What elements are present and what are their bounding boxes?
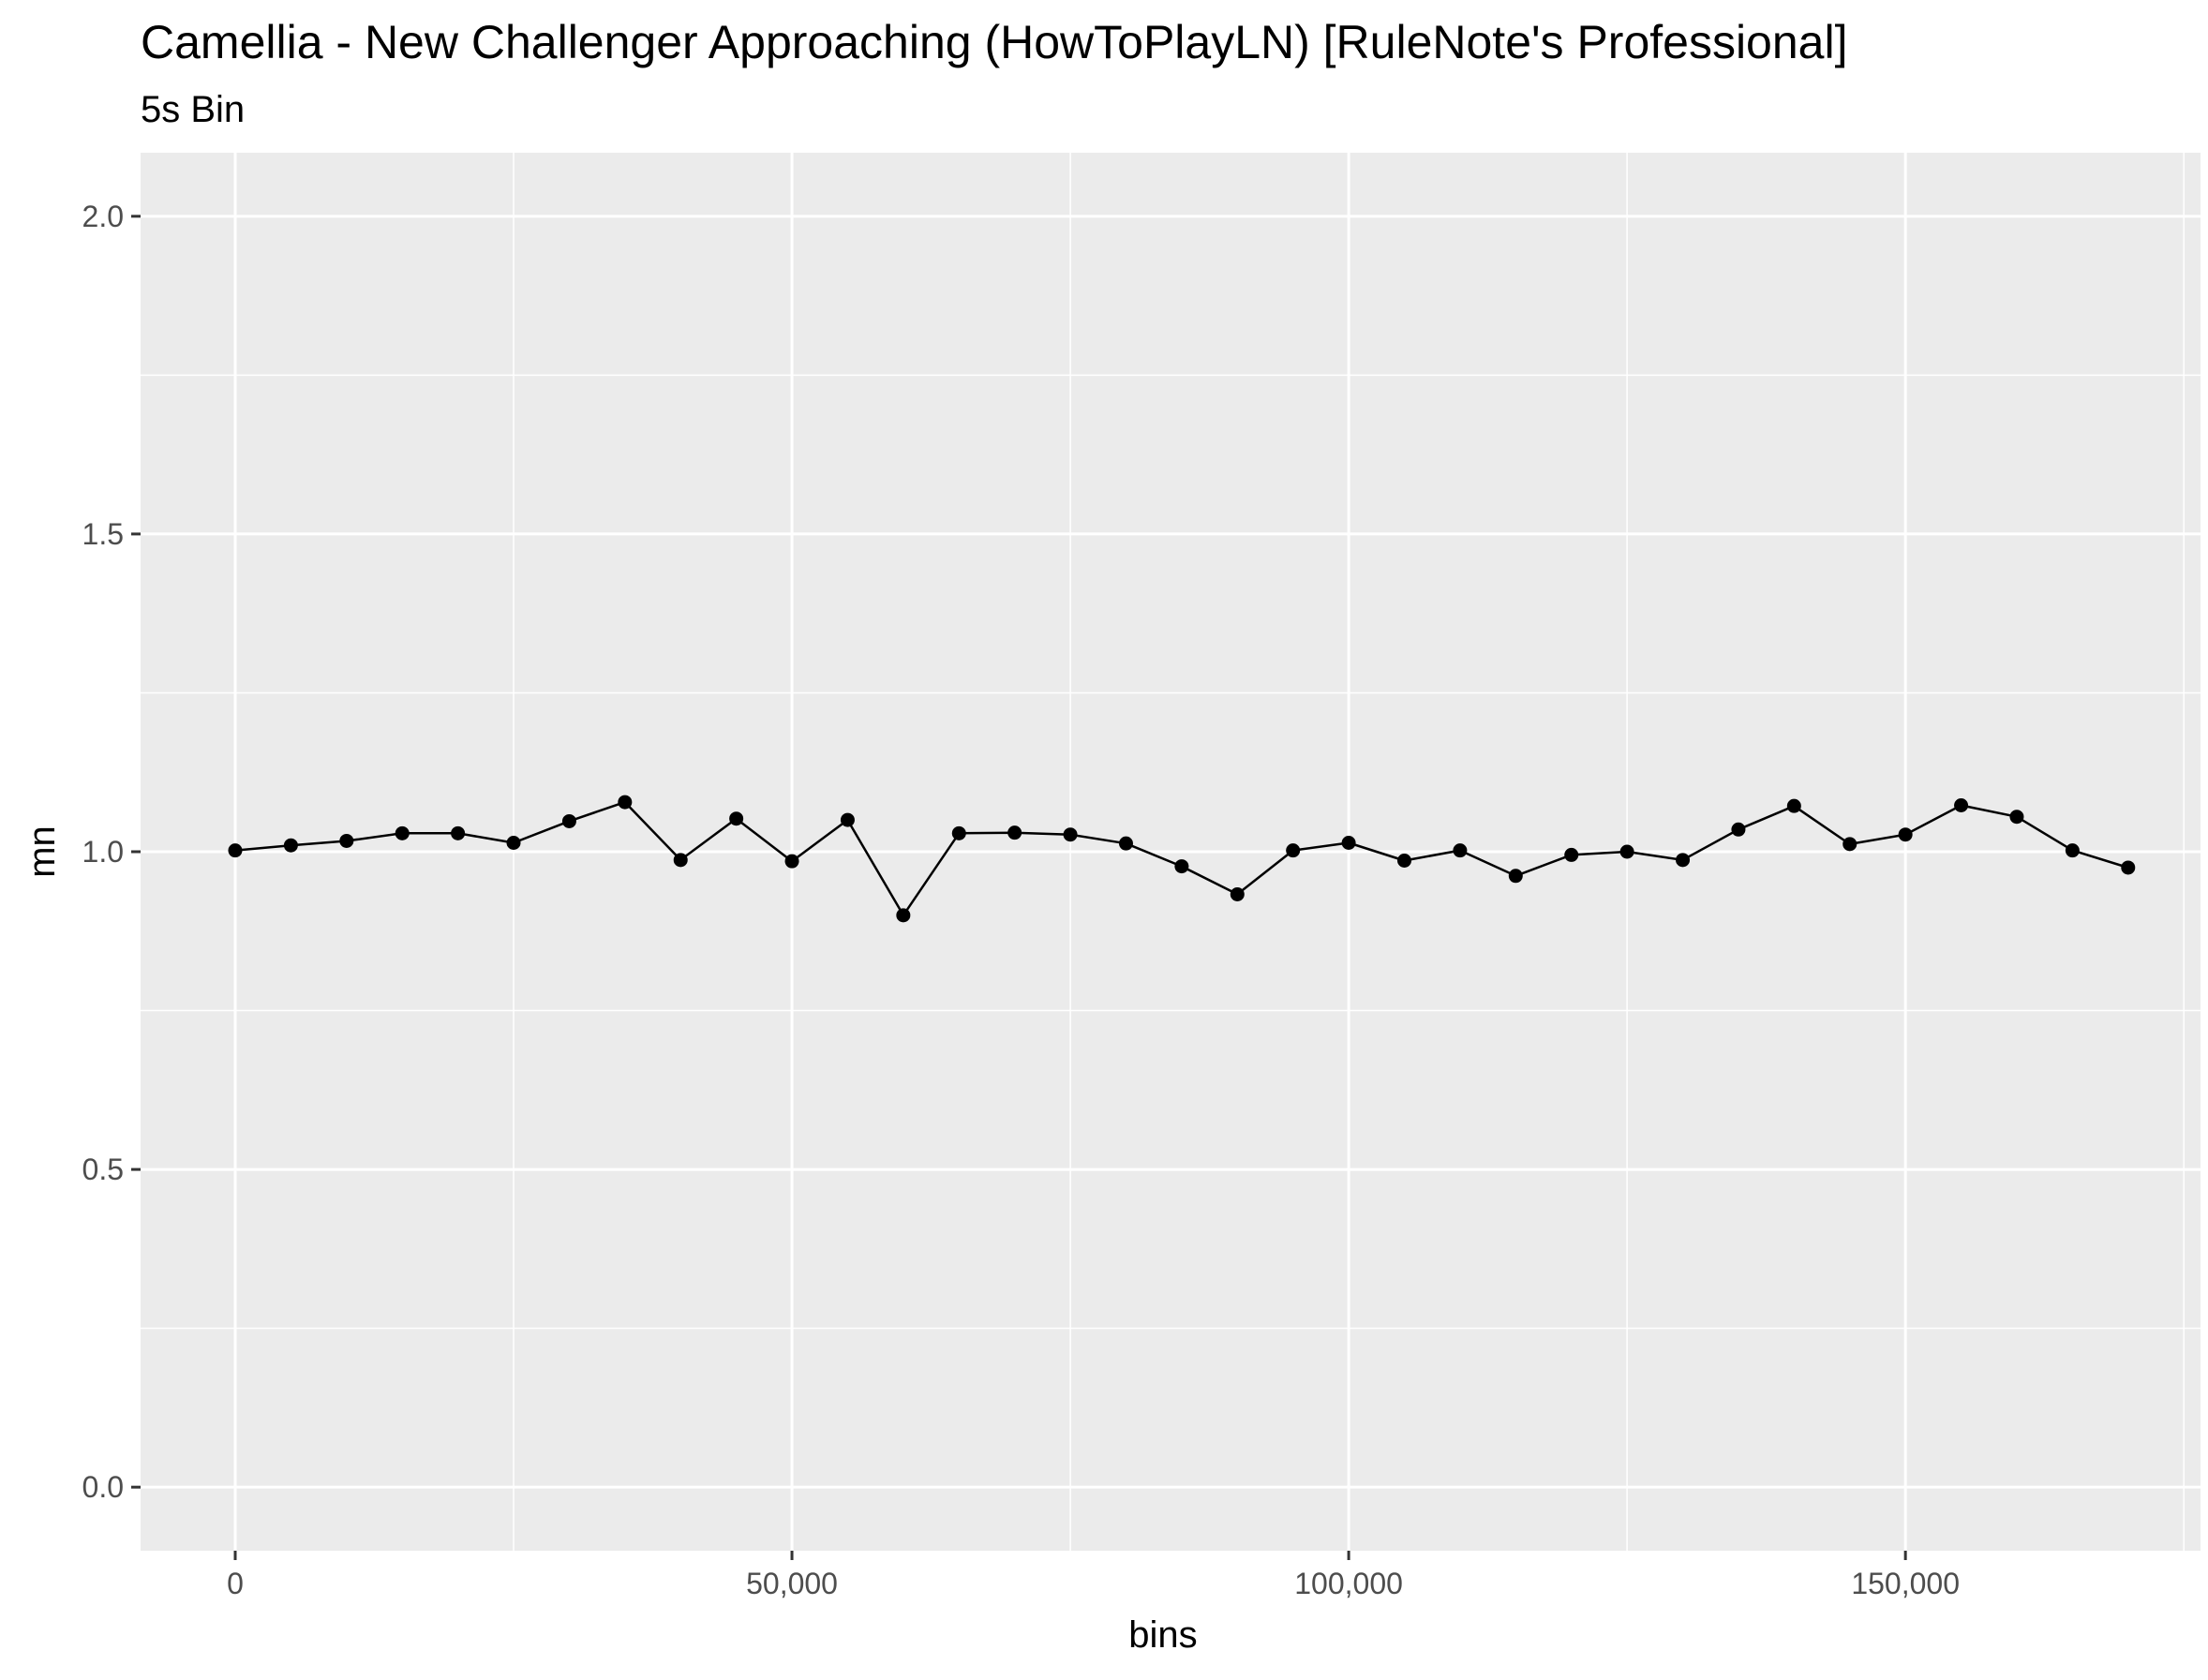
- y-axis: 0.0 0.5 1.0 1.5 2.0: [82, 200, 141, 1504]
- data-point: [1842, 837, 1857, 852]
- chart-subtitle: 5s Bin: [141, 89, 245, 130]
- data-point: [1230, 886, 1245, 901]
- data-point: [228, 843, 243, 858]
- data-point: [951, 825, 966, 840]
- data-point: [1676, 853, 1691, 868]
- y-axis-title: mn: [22, 825, 63, 878]
- data-point: [1397, 853, 1412, 868]
- data-point: [1898, 827, 1913, 842]
- data-point: [2065, 843, 2080, 858]
- data-point: [451, 825, 466, 840]
- series-line-group: [228, 795, 2136, 923]
- data-point: [618, 795, 633, 810]
- x-axis: 0 50,000 100,000 150,000: [227, 1551, 1960, 1600]
- data-point: [896, 908, 911, 923]
- x-axis-title: bins: [1128, 1614, 1197, 1656]
- data-point: [1118, 836, 1133, 851]
- data-point: [729, 811, 744, 826]
- data-point: [1954, 797, 1969, 812]
- data-point: [840, 812, 855, 827]
- data-point: [1063, 827, 1078, 842]
- data-point: [1341, 836, 1356, 851]
- data-point: [506, 836, 521, 851]
- data-point: [1564, 847, 1579, 862]
- y-tick-label: 1.0: [82, 835, 124, 869]
- data-point: [673, 853, 688, 868]
- data-point: [339, 833, 354, 848]
- data-point: [1174, 859, 1189, 874]
- data-point: [1508, 869, 1523, 884]
- data-point: [395, 825, 410, 840]
- data-point: [1007, 825, 1022, 840]
- y-tick-label: 1.5: [82, 517, 124, 551]
- data-point: [784, 854, 799, 869]
- data-point: [1786, 798, 1801, 813]
- y-tick-label: 0.5: [82, 1152, 124, 1186]
- data-point: [2009, 810, 2024, 825]
- data-point: [1619, 844, 1634, 859]
- data-point: [1731, 822, 1746, 837]
- x-tick-label: 0: [227, 1567, 244, 1600]
- x-tick-label: 50,000: [746, 1567, 838, 1600]
- data-point: [1286, 843, 1301, 858]
- x-tick-label: 150,000: [1851, 1567, 1960, 1600]
- data-point: [2121, 860, 2136, 875]
- data-point: [1453, 843, 1468, 858]
- data-point: [561, 813, 576, 828]
- major-gridlines: [141, 153, 2201, 1551]
- y-tick-label: 0.0: [82, 1470, 124, 1504]
- y-tick-label: 2.0: [82, 200, 124, 233]
- data-point: [283, 838, 298, 853]
- x-tick-label: 100,000: [1294, 1567, 1403, 1600]
- chart-title: Camellia - New Challenger Approaching (H…: [141, 16, 1847, 68]
